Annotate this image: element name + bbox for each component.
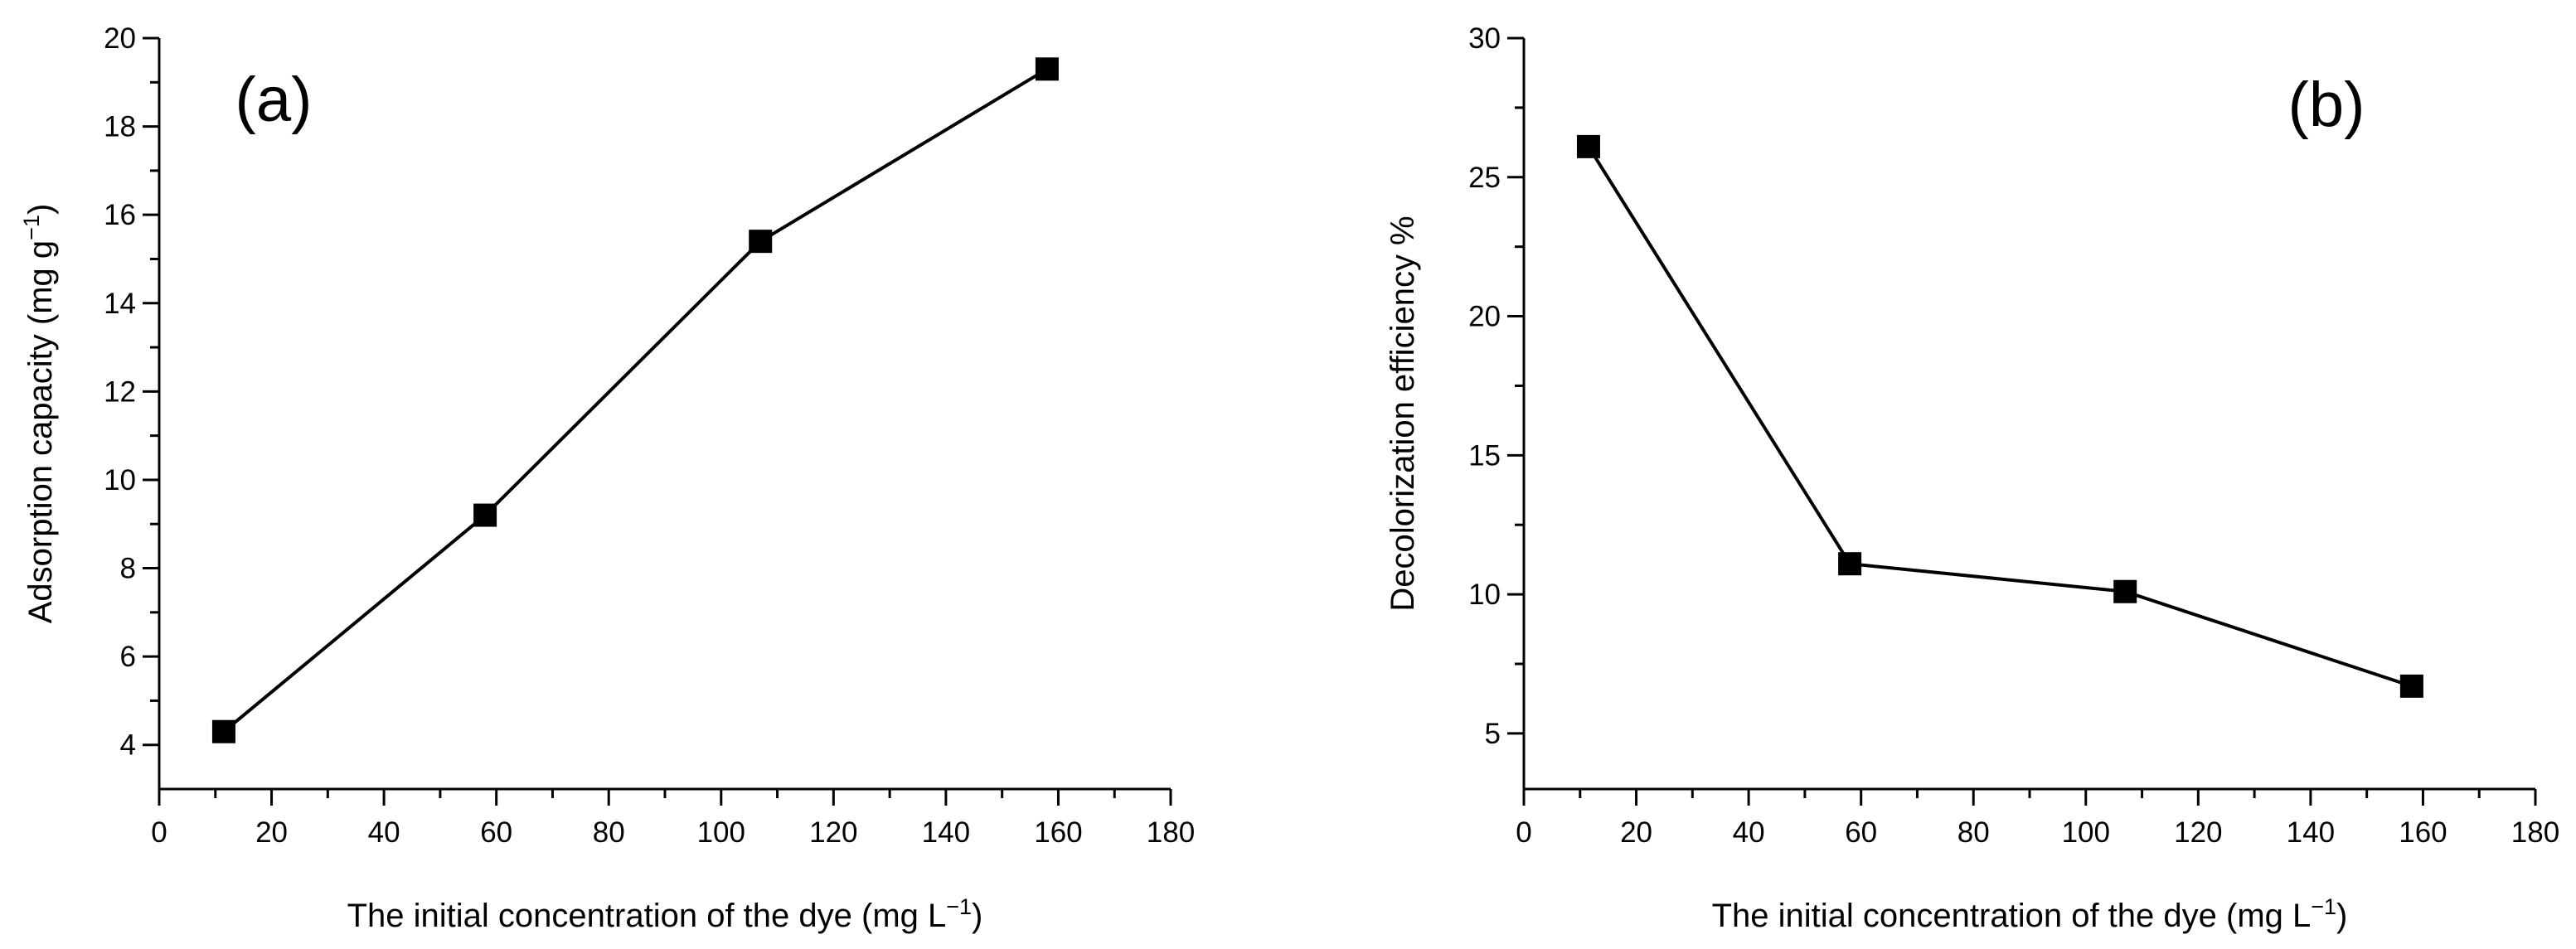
y-tick-label: 18 (104, 111, 136, 143)
x-tick-label: 80 (593, 816, 625, 849)
x-tick-label: 40 (1733, 816, 1765, 849)
data-point (2113, 579, 2137, 603)
x-tick-label: 20 (1620, 816, 1652, 849)
y-tick-label: 14 (104, 288, 136, 320)
y-tick-label: 5 (1485, 718, 1501, 750)
y-axis-title: Adsorption capacity (mg g−1) (19, 204, 59, 624)
y-axis-title-main: Decolorization efficiency % (1385, 215, 1421, 611)
x-tick-label: 40 (368, 816, 400, 849)
x-tick-label: 80 (1957, 816, 1990, 849)
data-point (473, 503, 497, 527)
data-point (749, 230, 773, 254)
x-axis-title-superscript: −1 (946, 894, 972, 919)
y-axis-title-main: Adsorption capacity (mg g (22, 240, 59, 623)
x-tick-label: 60 (1845, 816, 1877, 849)
x-tick-label: 20 (255, 816, 288, 849)
x-tick-label: 180 (2511, 816, 2559, 849)
y-axis-title-superscript: −1 (19, 215, 44, 240)
x-tick-label: 160 (2399, 816, 2447, 849)
x-tick-label: 140 (922, 816, 970, 849)
x-tick-label: 180 (1147, 816, 1195, 849)
series-line (222, 67, 1048, 734)
x-tick-label: 0 (151, 816, 167, 849)
x-tick-label: 60 (480, 816, 512, 849)
data-point (1576, 134, 1600, 158)
series-line (1587, 145, 2413, 688)
y-axis-title: Decolorization efficiency % (1385, 215, 1421, 611)
y-tick-label: 16 (104, 199, 136, 231)
y-tick-label: 10 (104, 464, 136, 496)
y-axis-title-close: ) (22, 204, 59, 215)
x-tick-label: 0 (1516, 816, 1531, 849)
data-point (1035, 57, 1059, 81)
y-tick-label: 30 (1468, 22, 1501, 55)
data-point (211, 719, 235, 743)
x-axis-title-close: ) (972, 898, 982, 934)
chart-panel-a: 0 20 40 60 80 100 120 140 160 180 4 6 8 10 12 14 16 18 20 T… (19, 22, 1195, 934)
y-tick-label: 20 (104, 22, 136, 55)
y-tick-label: 20 (1468, 301, 1501, 333)
x-tick-label: 140 (2287, 816, 2335, 849)
x-axis-title-close: ) (2336, 898, 2347, 934)
x-tick-label: 160 (1034, 816, 1082, 849)
panel-label: (a) (235, 65, 313, 135)
y-tick-label: 8 (120, 553, 136, 585)
x-axis-title-main: The initial concentration of the dye (mg… (1712, 898, 2312, 934)
x-tick-label: 120 (809, 816, 857, 849)
x-axis-title: The initial concentration of the dye (mg… (1712, 894, 2348, 934)
y-tick-label: 15 (1468, 439, 1501, 472)
x-axis-title: The initial concentration of the dye (mg… (347, 894, 983, 934)
data-point (1838, 552, 1862, 576)
x-tick-label: 120 (2174, 816, 2222, 849)
y-tick-label: 6 (120, 641, 136, 673)
y-tick-label: 4 (120, 729, 136, 762)
x-axis-title-main: The initial concentration of the dye (mg… (347, 898, 947, 934)
y-tick-label: 25 (1468, 162, 1501, 194)
y-tick-label: 10 (1468, 579, 1501, 611)
data-point (2399, 674, 2423, 698)
x-tick-label: 100 (697, 816, 745, 849)
y-tick-label: 12 (104, 375, 136, 408)
panel-label: (b) (2288, 70, 2365, 140)
x-axis-title-superscript: −1 (2311, 894, 2336, 919)
x-tick-label: 100 (2062, 816, 2110, 849)
chart-panel-b: 0 20 40 60 80 100 120 140 160 180 5 10 15 20 25 30 The i… (1385, 22, 2559, 934)
